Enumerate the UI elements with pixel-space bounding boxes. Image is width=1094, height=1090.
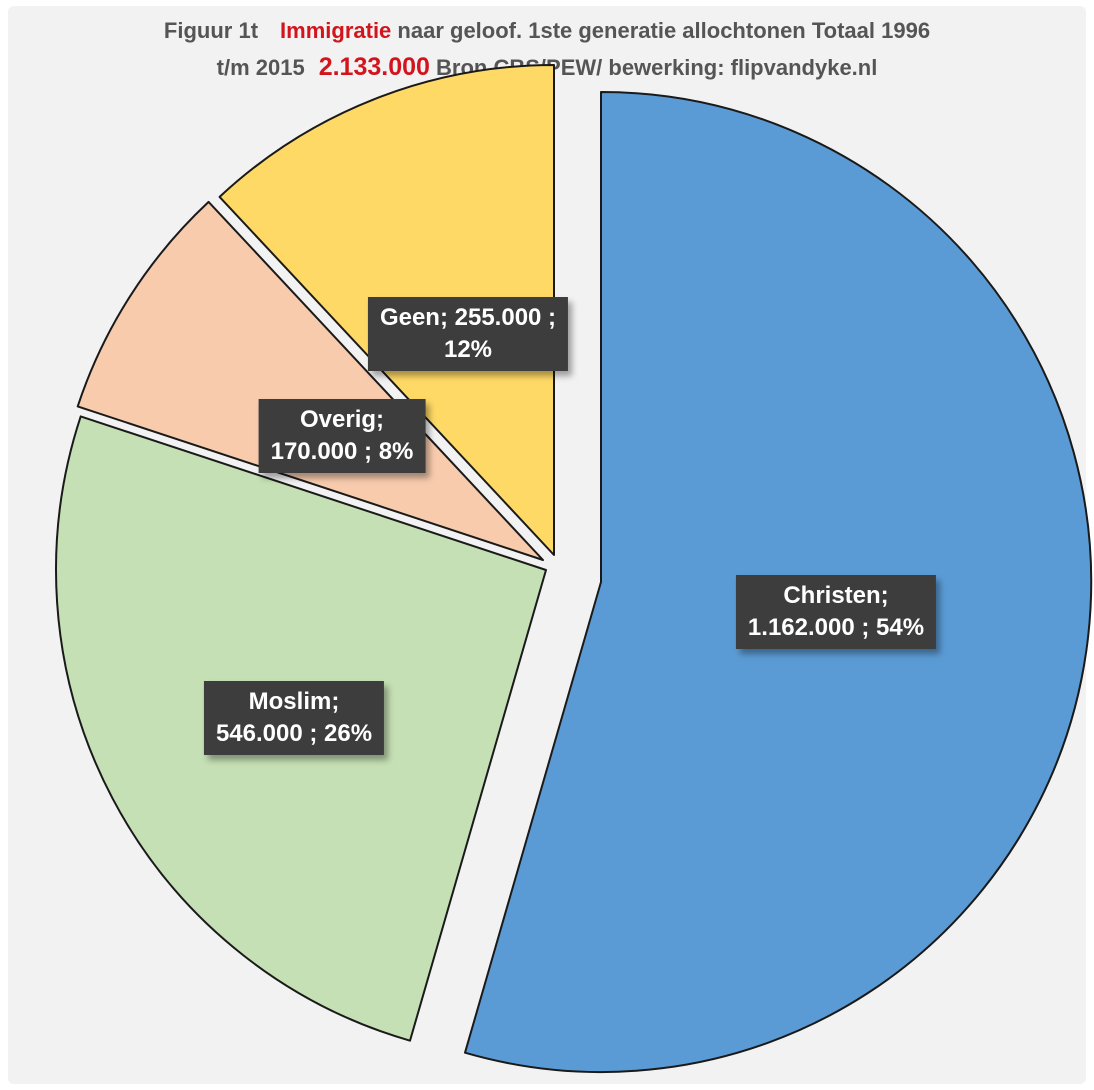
title-fig: Figuur 1t [163,18,259,43]
title-rest-1: naar geloof. 1ste generatie allochtonen … [397,18,931,43]
data-label-line-1: Geen; 255.000 ; [379,304,557,331]
data-label-geen: Geen; 255.000 ; 12% [367,297,569,371]
title-line-2: t/m 2015 2.133.000 Bron CBS/PEW/ bewerkin… [0,49,1094,86]
data-label-line-2: 170.000 ; 8% [270,438,414,465]
title-highlight-immigratie: Immigratie [280,18,392,43]
pie-slice-overig [76,200,544,561]
data-label-line-1: Christen; [783,582,889,609]
data-label-line-2: 1.162.000 ; 54% [747,614,925,641]
data-label-line-2: 12% [443,336,493,363]
data-label-overig: Overig; 170.000 ; 8% [258,399,426,473]
data-label-line-2: 546.000 ; 26% [215,720,373,747]
chart-title: Figuur 1t Immigratie naar geloof. 1ste ge… [0,12,1094,86]
data-label-line-1: Moslim; [248,688,340,715]
title-line-1: Figuur 1t Immigratie naar geloof. 1ste ge… [0,12,1094,49]
data-label-line-1: Overig; [299,406,385,433]
title-highlight-total: 2.133.000 [318,53,430,81]
data-label-moslim: Moslim; 546.000 ; 26% [203,681,385,755]
title-prefix-2: t/m 2015 [216,55,305,80]
data-label-christen: Christen; 1.162.000 ; 54% [735,575,937,649]
